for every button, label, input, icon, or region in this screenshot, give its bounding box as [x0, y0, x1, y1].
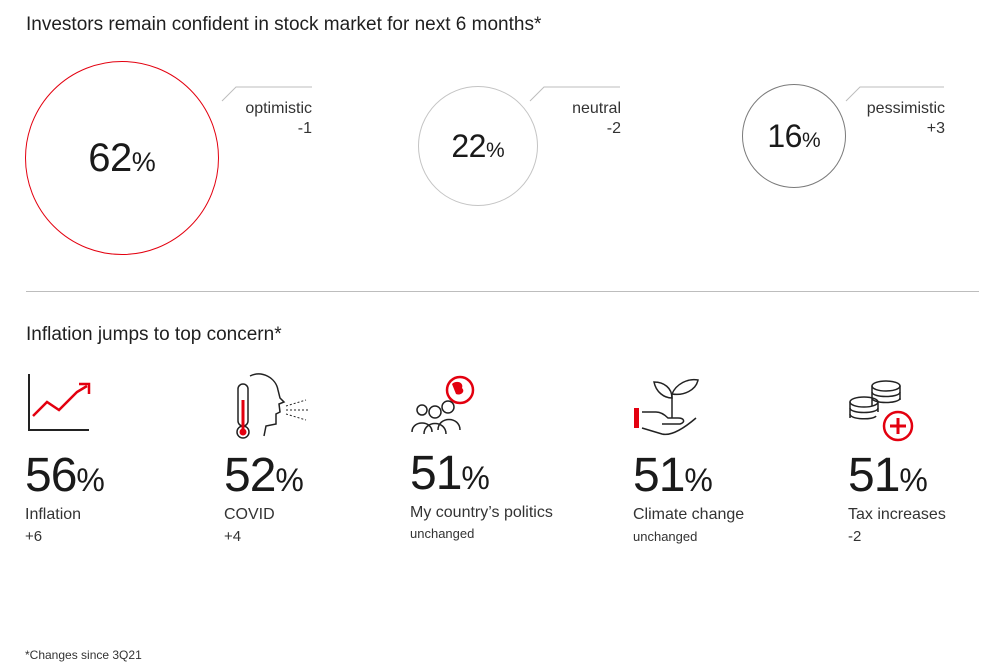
pessimistic-circle: 16% — [742, 84, 846, 188]
pessimistic-unit: % — [801, 128, 821, 152]
inflation-value: 56 — [25, 449, 77, 502]
covid-unit: % — [275, 462, 304, 498]
optimistic-value: 62 — [88, 135, 132, 180]
hand-plant-icon — [634, 378, 699, 436]
tax-label: Tax increases — [848, 506, 946, 523]
optimistic-change: -1 — [297, 120, 312, 137]
tax-value: 51 — [848, 449, 900, 502]
tax-change: -2 — [848, 528, 862, 545]
tax-unit: % — [899, 462, 928, 498]
optimistic-label-block: optimistic -1 — [212, 99, 312, 139]
coins-plus-icon — [849, 380, 914, 442]
climate-value: 51 — [633, 449, 685, 502]
optimistic-unit: % — [131, 146, 156, 177]
neutral-value: 22 — [451, 127, 486, 164]
rising-chart-icon — [28, 374, 91, 431]
covid-value: 52 — [224, 449, 276, 502]
neutral-circle: 22% — [418, 86, 538, 206]
footnote: *Changes since 3Q21 — [25, 648, 142, 662]
pessimistic-change: +3 — [926, 120, 945, 137]
neutral-label-block: neutral -2 — [521, 99, 621, 139]
politics-unit: % — [461, 460, 490, 496]
politics-change: unchanged — [410, 526, 475, 541]
optimistic-circle: 62% — [25, 61, 219, 255]
climate-unit: % — [684, 462, 713, 498]
optimistic-leader-line — [221, 86, 312, 102]
neutral-unit: % — [485, 138, 505, 162]
neutral-leader-line — [529, 86, 620, 102]
inflation-change: +6 — [25, 528, 43, 545]
inflation-value-block: 56% — [25, 451, 105, 505]
people-globe-icon — [411, 375, 475, 435]
neutral-change: -2 — [606, 120, 621, 137]
section-title-concerns: Inflation jumps to top concern* — [26, 324, 282, 345]
politics-value: 51 — [410, 447, 462, 500]
climate-value-block: 51% — [633, 451, 713, 505]
climate-change: unchanged — [633, 529, 698, 544]
inflation-label: Inflation — [25, 506, 82, 523]
covid-value-block: 52% — [224, 451, 304, 505]
politics-label: My country’s politics — [410, 504, 553, 521]
tax-value-block: 51% — [848, 451, 928, 505]
politics-value-block: 51% — [410, 449, 490, 503]
covid-change: +4 — [224, 528, 242, 545]
thermometer-head-icon — [236, 373, 308, 439]
inflation-unit: % — [76, 462, 105, 498]
section-divider — [26, 291, 979, 292]
pessimistic-label: pessimistic — [866, 100, 945, 117]
optimistic-label: optimistic — [245, 100, 312, 117]
pessimistic-value: 16 — [767, 117, 802, 154]
pessimistic-label-block: pessimistic +3 — [835, 99, 945, 139]
neutral-label: neutral — [572, 100, 621, 117]
covid-label: COVID — [224, 506, 275, 523]
climate-label: Climate change — [633, 506, 745, 523]
pessimistic-leader-line — [845, 86, 944, 102]
section-title-outlook: Investors remain confident in stock mark… — [26, 14, 542, 35]
